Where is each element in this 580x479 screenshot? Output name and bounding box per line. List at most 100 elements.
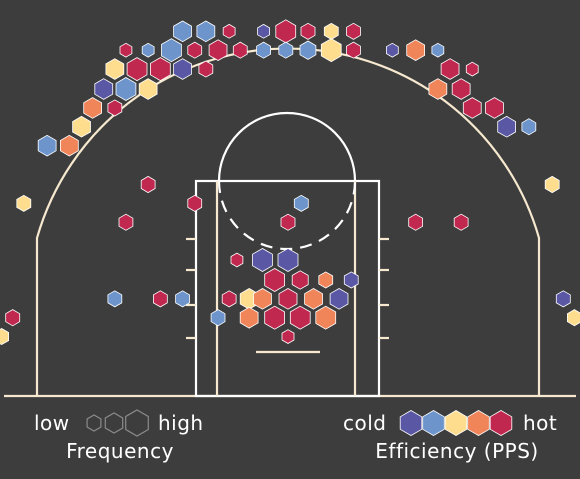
efficiency-legend-hex: [422, 410, 445, 436]
shot-hex: [428, 78, 448, 100]
efficiency-legend-hex: [444, 410, 468, 436]
shot-hex: [264, 268, 286, 292]
shot-hex: [187, 41, 203, 59]
efficiency-legend-hexes: [399, 410, 513, 436]
legend-frequency-title: Frequency: [66, 439, 174, 463]
shot-hex: [94, 78, 114, 100]
shot-hex: [107, 290, 123, 308]
shot-hex: [315, 305, 337, 330]
court-lines: [4, 47, 576, 398]
frequency-legend-hex: [104, 412, 124, 434]
shot-hex: [115, 77, 137, 101]
shot-hex: [408, 213, 424, 231]
shot-hex: [293, 194, 309, 212]
efficiency-legend-hex: [399, 410, 423, 436]
lane-outer: [194, 179, 381, 398]
shot-hex: [343, 271, 359, 289]
frequency-legend-hex: [125, 409, 149, 437]
shot-hexbins: [0, 19, 580, 346]
shot-hex: [521, 118, 537, 136]
shot-hex: [239, 306, 259, 329]
shot-hex: [230, 252, 244, 268]
shot-hex: [465, 61, 479, 77]
shot-hex: [232, 41, 248, 59]
shot-hex: [497, 115, 516, 138]
shot-hex: [252, 248, 273, 272]
legend-cold-label: cold: [343, 411, 386, 435]
shot-hex: [280, 213, 296, 231]
shot-hex: [83, 97, 102, 119]
shot-hex: [323, 22, 339, 40]
shot-hex: [289, 305, 311, 330]
shot-hex: [60, 134, 79, 157]
shot-hex: [16, 194, 32, 212]
efficiency-legend: cold hot Efficiency (PPS): [343, 410, 557, 463]
shot-hex: [198, 60, 214, 78]
shot-hex: [173, 20, 192, 43]
shot-hex: [299, 40, 317, 60]
shot-hex: [173, 58, 192, 80]
shot-hex: [140, 175, 156, 194]
shot-hex: [118, 213, 134, 231]
shot-hex: [329, 288, 349, 310]
shot-hex: [291, 270, 309, 290]
shot-hex: [555, 290, 571, 308]
legend-high-label: high: [158, 411, 204, 435]
legend-efficiency-title: Efficiency (PPS): [375, 439, 538, 463]
shot-hex: [346, 41, 361, 59]
shot-hex: [278, 41, 294, 59]
legend-low-label: low: [34, 411, 70, 435]
shot-hex: [138, 78, 158, 100]
frequency-legend-hex: [86, 414, 102, 432]
shot-hex: [175, 290, 190, 308]
shot-hex: [406, 39, 426, 61]
shot-hex: [196, 20, 216, 43]
shot-hex: [187, 194, 203, 212]
shot-hex: [318, 271, 334, 289]
shot-hex: [304, 288, 323, 310]
shot-hex: [264, 305, 286, 330]
legend-hot-label: hot: [523, 411, 557, 435]
shot-hex: [440, 58, 460, 80]
shot-hex: [126, 57, 148, 82]
shot-hex: [431, 42, 445, 58]
shot-hex: [257, 23, 271, 39]
shot-hex: [281, 329, 295, 344]
shot-hex: [141, 42, 155, 58]
frequency-legend-hexes: [86, 409, 149, 437]
efficiency-legend-hex: [467, 410, 490, 436]
shot-hex: [119, 42, 133, 58]
shot-hex: [161, 38, 182, 63]
shot-hex: [107, 99, 123, 117]
shot-hex: [222, 23, 236, 39]
shot-hex: [253, 288, 272, 310]
shot-hex: [451, 78, 471, 100]
shot-hex: [221, 290, 237, 308]
shot-hex: [453, 213, 469, 231]
shot-hex: [462, 97, 482, 119]
frequency-legend: low high Frequency: [34, 409, 204, 463]
shot-hex: [5, 309, 21, 327]
shot-hex: [346, 22, 361, 40]
efficiency-legend-hex: [489, 410, 513, 436]
shot-hex: [544, 175, 560, 194]
shot-hex: [567, 309, 580, 327]
shot-hex: [37, 134, 57, 157]
shot-hex: [256, 41, 272, 59]
free-throw-circle-top: [217, 111, 357, 182]
shot-hex: [485, 97, 504, 119]
shot-hex: [149, 57, 171, 82]
shot-hex: [275, 19, 297, 44]
shot-hex: [385, 42, 399, 58]
shot-hex: [105, 58, 125, 80]
shot-hex: [300, 22, 316, 40]
shot-hex: [278, 288, 298, 310]
shot-hex: [72, 115, 91, 138]
shot-hex: [152, 290, 168, 308]
shot-hex: [277, 248, 299, 272]
shot-hex: [320, 38, 342, 63]
shot-hex: [208, 39, 228, 61]
shot-hex: [0, 328, 10, 346]
